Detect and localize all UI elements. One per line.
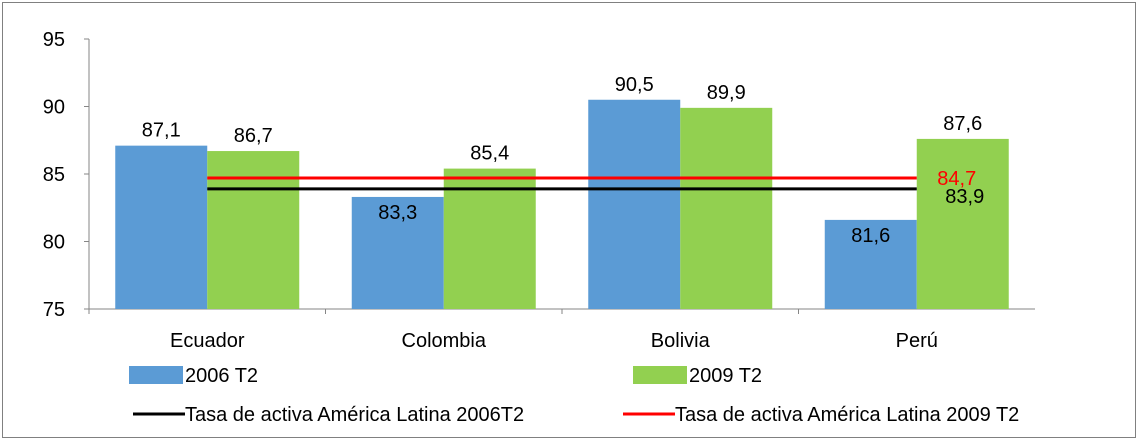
reference-line-label: 83,9 — [945, 186, 984, 208]
y-tick-label: 80 — [43, 232, 65, 254]
data-label: 86,7 — [234, 125, 273, 147]
bar-series2 — [207, 151, 300, 309]
legend-label: 2006 T2 — [185, 365, 258, 387]
legend-label: Tasa de activa América Latina 2006T2 — [185, 404, 524, 426]
data-label: 90,5 — [615, 74, 654, 96]
bar-series2 — [680, 107, 773, 309]
y-tick-label: 90 — [43, 97, 65, 119]
bar-chart: 75 80 85 90 95 Ecuador 87,1 86,7 Colombia 83,3 85,… — [43, 29, 1035, 426]
x-category-label: Perú — [896, 330, 938, 352]
legend-label: Tasa de activa América Latina 2009 T2 — [675, 404, 1019, 426]
bar-series2 — [916, 138, 1009, 309]
legend-swatch — [129, 366, 183, 384]
bar-series1 — [115, 145, 208, 309]
bar-series1 — [588, 99, 681, 309]
chart-frame: 75 80 85 90 95 Ecuador 87,1 86,7 Colombia 83,3 85,… — [2, 2, 1136, 438]
data-label: 81,6 — [851, 225, 890, 247]
legend-swatch — [633, 366, 687, 384]
data-label: 89,9 — [707, 82, 746, 104]
x-category-label: Bolivia — [651, 330, 711, 352]
data-label: 87,1 — [142, 120, 181, 142]
y-tick-label: 85 — [43, 164, 65, 186]
y-tick-label: 75 — [43, 299, 65, 321]
reference-line-label: 84,7 — [937, 168, 976, 190]
legend-label: 2009 T2 — [689, 365, 762, 387]
data-label: 85,4 — [470, 143, 509, 165]
x-category-label: Ecuador — [170, 330, 245, 352]
bar-series2 — [443, 168, 536, 309]
x-category-label: Colombia — [402, 330, 487, 352]
bar-series1 — [351, 196, 444, 309]
data-label: 87,6 — [943, 113, 982, 135]
bar-series1 — [824, 219, 917, 309]
y-tick-label: 95 — [43, 29, 65, 51]
data-label: 83,3 — [378, 202, 417, 224]
